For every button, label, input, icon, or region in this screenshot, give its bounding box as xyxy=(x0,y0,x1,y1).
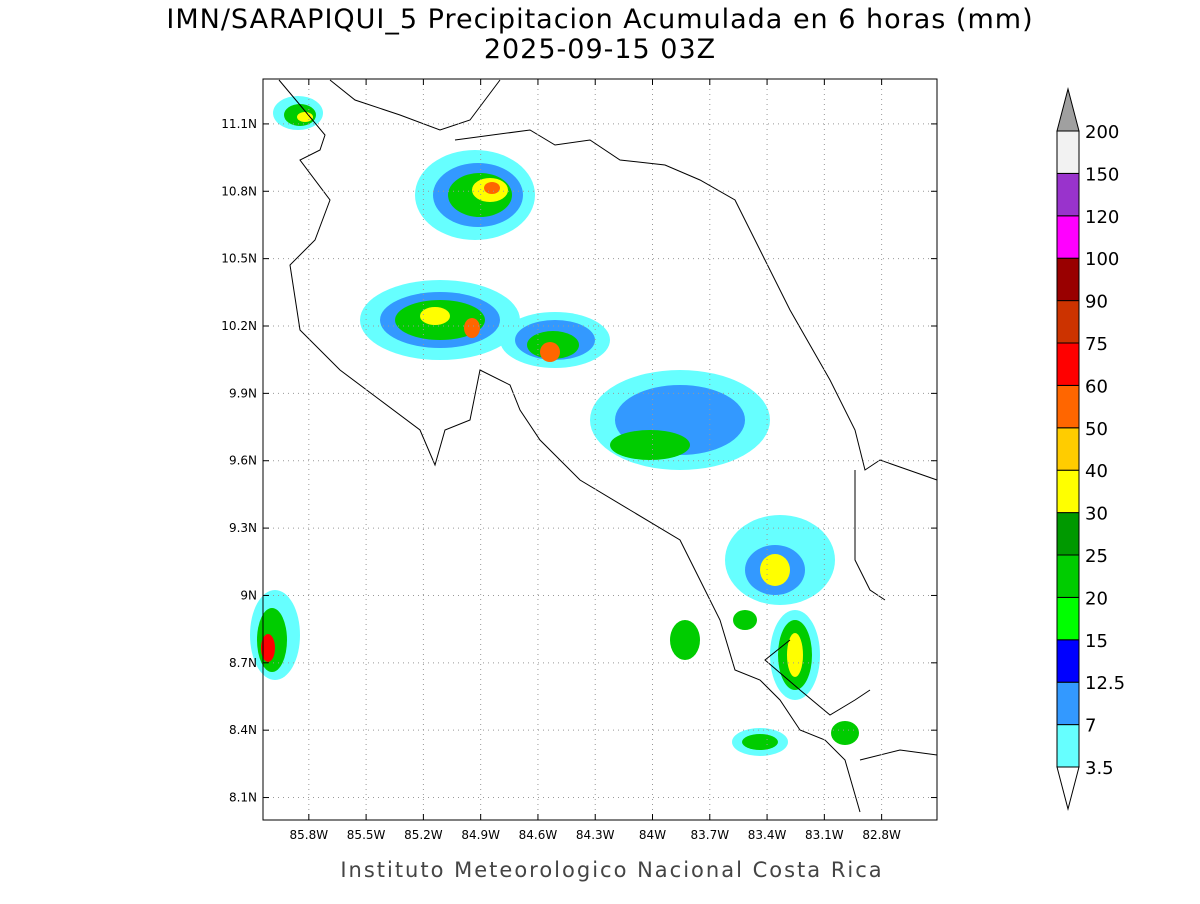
colorbar-label: 15 xyxy=(1085,631,1108,652)
colorbar-over xyxy=(1056,87,1080,132)
precipitation-field xyxy=(250,96,859,756)
x-tick-label: 83.7W xyxy=(690,828,729,842)
y-tick-label: 10.2N xyxy=(221,319,257,333)
y-tick-label: 9N xyxy=(240,588,257,602)
colorbar-label: 3.5 xyxy=(1085,758,1114,779)
coastline xyxy=(278,79,938,813)
x-tick-label: 85.8W xyxy=(290,828,329,842)
colorbar-segment xyxy=(1056,639,1080,683)
colorbar-label: 75 xyxy=(1085,334,1108,355)
x-tick-label: 84.6W xyxy=(519,828,558,842)
x-tick-label: 82.8W xyxy=(862,828,901,842)
colorbar-label: 100 xyxy=(1085,249,1119,270)
colorbar-segment xyxy=(1056,554,1080,598)
y-tick-label: 8.1N xyxy=(229,791,257,805)
colorbar-segment xyxy=(1056,724,1080,768)
x-tick-label: 85.5W xyxy=(347,828,386,842)
map-frame xyxy=(262,78,938,821)
colorbar-segment xyxy=(1056,257,1080,302)
colorbar-label: 50 xyxy=(1085,419,1108,440)
colorbar-label: 200 xyxy=(1085,122,1119,143)
x-tick-label: 84W xyxy=(639,828,666,842)
colorbar-label: 12.5 xyxy=(1085,673,1125,694)
grid: 85.8W 85.5W 85.2W 84.9W 84.6W 84.3W 84W 83.7W 83… xyxy=(221,79,937,842)
colorbar-segment xyxy=(1056,384,1080,429)
x-tick-label: 84.3W xyxy=(576,828,615,842)
y-tick-label: 8.7N xyxy=(229,656,257,670)
x-tick-label: 83.4W xyxy=(748,828,787,842)
colorbar-segment xyxy=(1056,172,1080,217)
colorbar-segment xyxy=(1056,469,1080,514)
colorbar-label: 40 xyxy=(1085,461,1108,482)
colorbar-label: 30 xyxy=(1085,504,1108,525)
colorbar: 3.5 7 12.5 15 20 25 30 40 50 60 75 90 100 120 150 200 xyxy=(1056,87,1125,811)
map-title: IMN/SARAPIQUI_5 Precipitacion Acumulada … xyxy=(166,4,1033,35)
x-tick-label: 85.2W xyxy=(404,828,443,842)
colorbar-segment xyxy=(1056,596,1080,641)
colorbar-segment xyxy=(1056,300,1080,344)
y-tick-label: 9.6N xyxy=(229,454,257,468)
colorbar-segment xyxy=(1056,130,1080,174)
y-tick-label: 9.9N xyxy=(229,386,257,400)
colorbar-label: 7 xyxy=(1085,716,1096,737)
footer: Instituto Meteorologico Nacional Costa R… xyxy=(340,858,883,882)
colorbar-label: 25 xyxy=(1085,546,1108,567)
colorbar-segment xyxy=(1056,681,1080,726)
colorbar-label: 90 xyxy=(1085,292,1108,313)
map-subtitle: 2025-09-15 03Z xyxy=(484,34,716,65)
colorbar-label: 20 xyxy=(1085,588,1108,609)
colorbar-under xyxy=(1056,766,1080,811)
y-tick-label: 9.3N xyxy=(229,521,257,535)
colorbar-label: 150 xyxy=(1085,164,1119,185)
colorbar-segment xyxy=(1056,427,1080,471)
colorbar-segment xyxy=(1056,512,1080,556)
colorbar-segment xyxy=(1056,215,1080,259)
y-tick-label: 10.5N xyxy=(221,252,257,266)
colorbar-label: 120 xyxy=(1085,207,1119,228)
y-tick-label: 8.4N xyxy=(229,723,257,737)
colorbar-segment xyxy=(1056,342,1080,386)
x-tick-label: 83.1W xyxy=(805,828,844,842)
y-tick-label: 11.1N xyxy=(221,117,257,131)
x-tick-label: 84.9W xyxy=(461,828,500,842)
y-tick-label: 10.8N xyxy=(221,184,257,198)
colorbar-label: 60 xyxy=(1085,376,1108,397)
